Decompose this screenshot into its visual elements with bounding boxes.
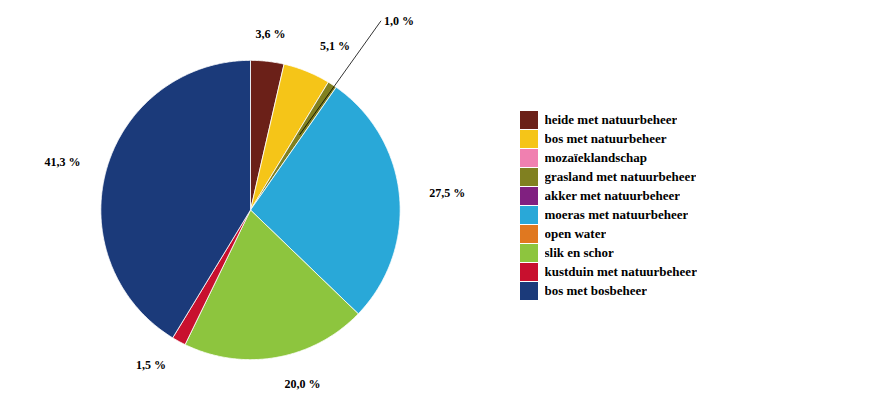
svg-text:3,6 %: 3,6 % bbox=[255, 27, 285, 41]
html-text:akker met natuurbeheer: akker met natuurbeheer bbox=[544, 188, 680, 204]
svg-text:5,1 %: 5,1 % bbox=[320, 39, 350, 53]
html-text:slik en schor: slik en schor bbox=[544, 245, 614, 261]
svg-text:27,5 %: 27,5 % bbox=[429, 186, 465, 200]
svg-text:20,0 %: 20,0 % bbox=[284, 377, 320, 391]
html-text:grasland met natuurbeheer: grasland met natuurbeheer bbox=[544, 169, 697, 185]
svg-text:1,0 %: 1,0 % bbox=[384, 14, 414, 28]
html-text:open water: open water bbox=[544, 226, 607, 242]
svg-text:41,3 %: 41,3 % bbox=[44, 155, 80, 169]
html-text:kustduin met natuurbeheer: kustduin met natuurbeheer bbox=[544, 264, 697, 280]
html-text:heide met natuurbeheer: heide met natuurbeheer bbox=[544, 112, 678, 128]
html-text:moeras met natuurbeheer: moeras met natuurbeheer bbox=[544, 207, 689, 223]
svg-text:1,5 %: 1,5 % bbox=[136, 358, 166, 372]
html-text:bos met bosbeheer: bos met bosbeheer bbox=[544, 283, 647, 299]
html-text:bos met natuurbeheer: bos met natuurbeheer bbox=[544, 131, 667, 147]
html-text:mozaïeklandschap: mozaïeklandschap bbox=[544, 150, 648, 166]
